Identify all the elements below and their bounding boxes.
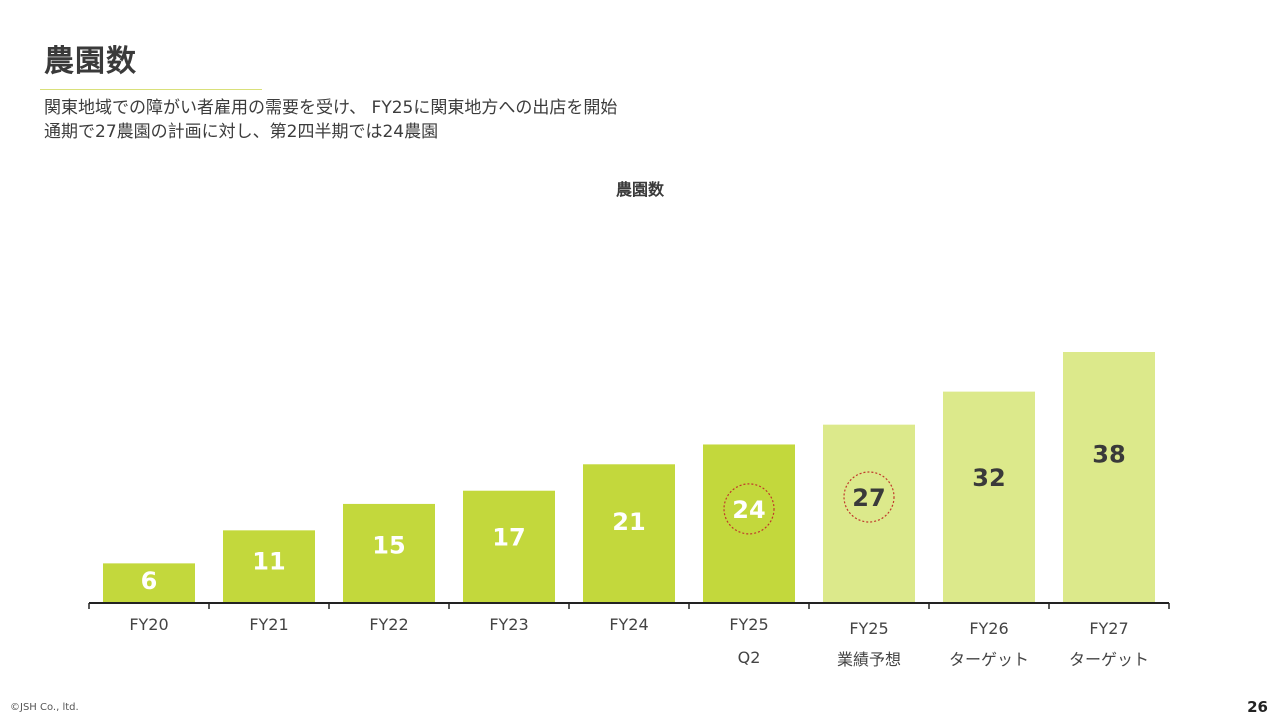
data-label-2: 11 (252, 547, 285, 575)
bar-1 (103, 563, 195, 603)
highlight-circle-6 (723, 483, 775, 535)
page-title: 農園数 (44, 44, 137, 79)
x-tick-label-5: FY24 (609, 615, 648, 634)
bar-6 (703, 444, 795, 603)
bar-2 (223, 530, 315, 603)
x-tick-label-9-line2: ターゲット (1069, 650, 1149, 669)
x-tick-label-6-line2: Q2 (738, 648, 761, 667)
data-label-4: 17 (492, 524, 525, 552)
x-tick-label-1: FY20 (129, 615, 168, 634)
x-tick-label-8: FY26 (969, 619, 1008, 638)
data-label-3: 15 (372, 532, 405, 560)
title-underline (40, 89, 262, 90)
data-label-8: 32 (972, 464, 1005, 492)
data-label-6: 24 (732, 496, 765, 524)
data-label-5: 21 (612, 508, 645, 536)
x-tick-label-4: FY23 (489, 615, 528, 634)
subtitle-line-1: 関東地域での障がい者雇用の需要を受け、 FY25に関東地方への出店を開始 (44, 98, 618, 118)
chart-title: 農園数 (615, 180, 664, 199)
page-number: 26 (1247, 698, 1268, 716)
x-tick-label-2: FY21 (249, 615, 288, 634)
x-tick-label-3: FY22 (369, 615, 408, 634)
x-tick-label-7-line2: 業績予想 (837, 650, 901, 669)
x-tick-label-7: FY25 (849, 619, 888, 638)
copyright: ©JSH Co., ltd. (10, 702, 79, 713)
bar-5 (583, 464, 675, 603)
subtitle: 関東地域での障がい者雇用の需要を受け、 FY25に関東地方への出店を開始 通期で… (44, 96, 617, 144)
bar-3 (343, 503, 435, 603)
data-label-7: 27 (852, 484, 885, 512)
x-tick-label-8-line2: ターゲット (949, 650, 1029, 669)
subtitle-line-2: 通期で27農園の計画に対し、第2四半期では24農園 (44, 122, 439, 142)
highlight-circle-7 (843, 471, 895, 523)
bar-4 (463, 490, 555, 603)
bar-9 (1063, 352, 1155, 603)
x-tick-label-9: FY27 (1089, 619, 1128, 638)
data-label-9: 38 (1092, 440, 1125, 468)
bar-8 (943, 391, 1035, 603)
data-label-1: 6 (141, 567, 158, 595)
bar-7 (823, 424, 915, 603)
x-tick-label-6: FY25 (729, 615, 768, 634)
